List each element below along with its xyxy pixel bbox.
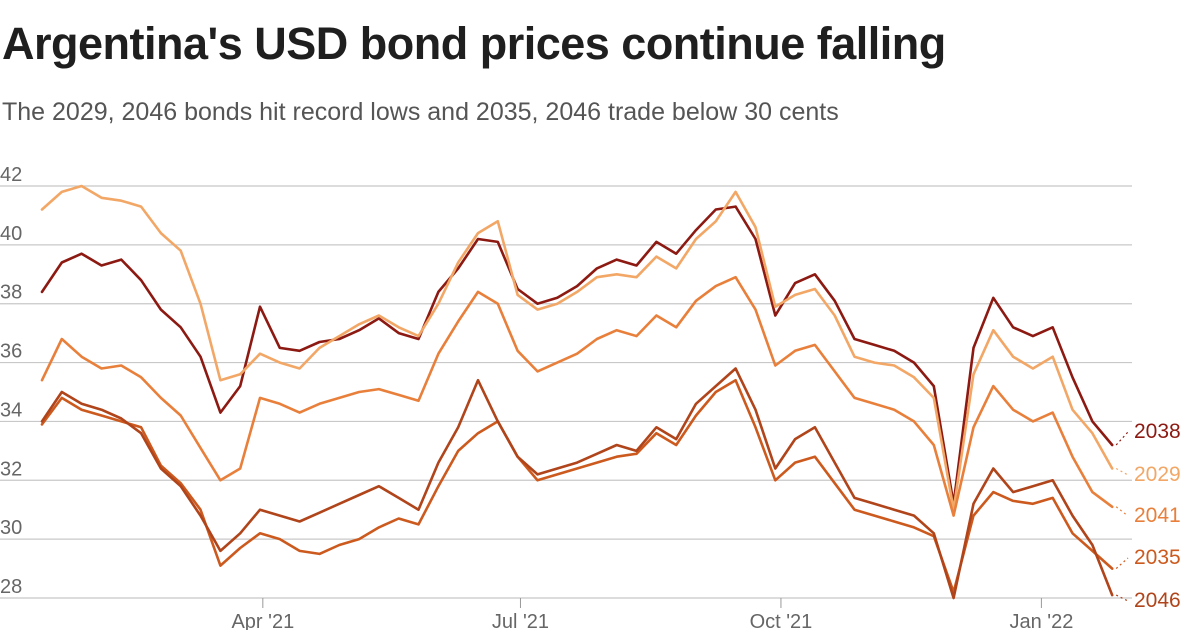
series-label-leader xyxy=(1115,594,1129,602)
gridlines: 28 30 32 34 36 38 40 42 xyxy=(0,164,1132,599)
series-lines xyxy=(40,184,1114,600)
line-chart: 28 30 32 34 36 38 40 42 Apr '21 Jul '21 Oct '21 Ja… xyxy=(0,164,1181,630)
series-line-2038 xyxy=(40,205,1114,506)
x-tick-label: Jan '22 xyxy=(1009,611,1073,630)
x-axis-ticks: Apr '21 Jul '21 Oct '21 Jan '22 xyxy=(231,598,1073,630)
series-label-leader xyxy=(1115,557,1129,570)
series-label-2041: 2041 xyxy=(1134,504,1181,527)
series-line-2041 xyxy=(40,275,1114,517)
series-line-2029 xyxy=(40,184,1114,512)
series-label-leader xyxy=(1115,467,1129,476)
y-tick-label: 34 xyxy=(0,399,22,421)
series-label-2038: 2038 xyxy=(1134,420,1181,443)
y-tick-label: 36 xyxy=(0,341,22,363)
y-tick-label: 40 xyxy=(0,223,22,245)
chart-title: Argentina's USD bond prices continue fal… xyxy=(2,18,946,69)
y-tick-label: 28 xyxy=(0,576,22,598)
series-label-leader xyxy=(1115,431,1129,446)
series-label-2046: 2046 xyxy=(1134,589,1181,612)
series-label-2029: 2029 xyxy=(1134,463,1181,486)
y-tick-label: 42 xyxy=(0,164,22,186)
y-tick-label: 38 xyxy=(0,282,22,304)
x-tick-label: Apr '21 xyxy=(231,611,294,630)
x-tick-label: Oct '21 xyxy=(750,611,813,630)
series-labels: 2038 2029 2041 2035 2046 xyxy=(1115,420,1181,612)
series-label-2035: 2035 xyxy=(1134,546,1181,569)
x-tick-label: Jul '21 xyxy=(492,611,549,630)
y-tick-label: 30 xyxy=(0,517,22,539)
series-label-leader xyxy=(1115,506,1129,517)
y-tick-label: 32 xyxy=(0,458,22,480)
series-line-2046 xyxy=(40,367,1114,600)
chart-subtitle: The 2029, 2046 bonds hit record lows and… xyxy=(2,98,839,126)
